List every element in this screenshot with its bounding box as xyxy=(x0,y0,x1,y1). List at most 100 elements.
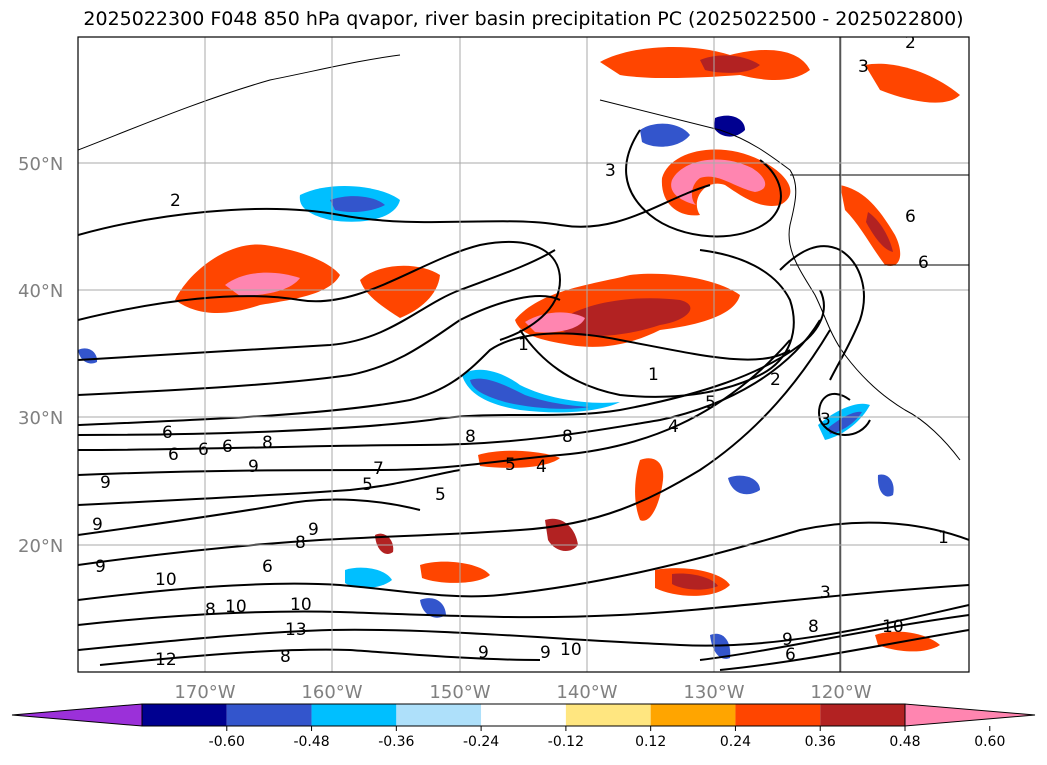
lon-tick-label: 170°W xyxy=(174,682,235,703)
negative-anomaly-east-small-2 xyxy=(877,474,894,497)
contour-labels: 2 3 3 2 6 6 1 1 2 3 5 4 8 8 5 4 6 6 6 6 … xyxy=(92,37,949,670)
positive-anomaly-gulf xyxy=(865,63,960,103)
positive-anomaly-pnw-core xyxy=(866,212,893,252)
colorbar-extend-max xyxy=(904,703,1036,727)
contour-label: 3 xyxy=(820,410,831,430)
contour-label: 8 xyxy=(262,433,273,453)
gridlines xyxy=(78,37,969,672)
contour-label: 5 xyxy=(362,475,373,495)
positive-anomaly-subtropic-5-core xyxy=(672,573,718,590)
contour-label: 9 xyxy=(478,643,489,663)
contour-label: 9 xyxy=(95,557,106,577)
lon-tick-labels: 170°W 160°W 150°W 140°W 130°W 120°W xyxy=(174,682,871,703)
contour-label: 10 xyxy=(225,597,247,617)
lon-tick-label: 160°W xyxy=(301,682,362,703)
contour-label: 1 xyxy=(648,365,659,385)
coastlines xyxy=(78,37,969,672)
positive-anomaly-alaska-core xyxy=(700,55,760,73)
colorbar-tick-label: -0.36 xyxy=(378,734,414,750)
chart-title: 2025022300 F048 850 hPa qvapor, river ba… xyxy=(83,8,964,30)
contour-label: 5 xyxy=(705,393,716,413)
colorbar-segment xyxy=(650,704,736,726)
map-content: 2 3 3 2 6 6 1 1 2 3 5 4 8 8 5 4 6 6 6 6 … xyxy=(78,37,969,672)
colorbar-segment xyxy=(735,704,821,726)
lat-tick-labels: 50°N 40°N 30°N 20°N xyxy=(18,154,63,557)
negative-anomaly-north-1 xyxy=(640,123,690,147)
contour-label: 10 xyxy=(560,640,582,660)
contour-label: 8 xyxy=(295,533,306,553)
positive-anomaly-west-pacific-2 xyxy=(360,265,440,318)
contour-label: 10 xyxy=(290,595,312,615)
contour-label: 3 xyxy=(605,161,616,181)
lon-tick-label: 130°W xyxy=(683,682,744,703)
colorbar: -0.60 -0.48 -0.36 -0.24 -0.12 0.12 0.24 0.36 0.4… xyxy=(11,703,1036,750)
contour-label: 4 xyxy=(668,417,679,437)
negative-anomaly-west-core xyxy=(330,196,385,213)
positive-anomaly-ne-pacific-core xyxy=(671,159,766,205)
contour-label: 4 xyxy=(536,457,547,477)
contour-label: 6 xyxy=(162,423,173,443)
contour-label: 3 xyxy=(820,583,831,603)
lon-tick-label: 150°W xyxy=(429,682,490,703)
contour-label: 10 xyxy=(882,617,904,637)
colorbar-segment xyxy=(565,704,651,726)
colorbar-border xyxy=(141,703,906,727)
negative-anomaly-east-small xyxy=(728,475,760,495)
lat-tick-label: 20°N xyxy=(18,536,63,557)
lat-tick-label: 40°N xyxy=(18,281,63,302)
contour-label: 12 xyxy=(155,650,177,670)
colorbar-segment xyxy=(481,704,566,726)
contour-label: 5 xyxy=(505,455,516,475)
colorbar-segment xyxy=(396,704,482,726)
colorbar-segment xyxy=(226,704,312,726)
contour-label: 7 xyxy=(373,459,384,479)
contour-label: 13 xyxy=(285,620,307,640)
colorbar-tick-label: -0.60 xyxy=(209,734,245,750)
contour-label: 8 xyxy=(562,427,573,447)
colorbar-segment xyxy=(311,704,397,726)
contour-label: 9 xyxy=(92,515,103,535)
contour-label: 6 xyxy=(262,557,273,577)
colorbar-tick-label: -0.48 xyxy=(293,734,329,750)
lon-tick-label: 140°W xyxy=(556,682,617,703)
contour-label: 1 xyxy=(938,528,949,548)
negative-anomaly-alaska xyxy=(714,115,745,137)
contour-label: 2 xyxy=(170,191,181,211)
negative-anomaly-central-arc-core xyxy=(470,378,590,409)
contour-label: 9 xyxy=(248,457,259,477)
contour-label: 9 xyxy=(308,520,319,540)
colorbar-tick-label: 0.60 xyxy=(974,734,1005,750)
lat-tick-label: 30°N xyxy=(18,408,63,429)
colorbar-tick-label: 0.48 xyxy=(889,734,920,750)
map-frame xyxy=(77,36,970,673)
contour-label: 6 xyxy=(785,645,796,665)
contour-label: 2 xyxy=(770,370,781,390)
contour-label: 6 xyxy=(918,253,929,273)
contour-label: 6 xyxy=(168,445,179,465)
map-plot-area xyxy=(78,37,969,672)
contour-label: 10 xyxy=(155,570,177,590)
positive-anomaly-subtropic-2 xyxy=(635,458,664,521)
colorbar-tick-label: -0.12 xyxy=(548,734,584,750)
contour-label: 6 xyxy=(905,207,916,227)
colorbar-segment xyxy=(142,704,227,726)
negative-anomaly-central-arc xyxy=(462,369,620,413)
contour-label: 9 xyxy=(540,643,551,663)
negative-anomaly-subtropic-2 xyxy=(420,598,446,618)
contour-label: 5 xyxy=(435,485,446,505)
positive-anomaly-central-pacific-mid xyxy=(558,298,691,337)
colorbar-segment xyxy=(820,704,905,726)
contour-label: 8 xyxy=(465,427,476,447)
contour-label: 9 xyxy=(782,630,793,650)
colorbar-tick-label: 0.24 xyxy=(720,734,751,750)
colorbar-tick-label: 0.12 xyxy=(635,734,666,750)
contour-label: 6 xyxy=(222,437,233,457)
colorbar-extend-min xyxy=(11,703,143,727)
lon-tick-label: 120°W xyxy=(810,682,871,703)
contour-label: 3 xyxy=(858,57,869,77)
contour-label: 8 xyxy=(205,600,216,620)
lat-tick-label: 50°N xyxy=(18,154,63,175)
contour-label: 8 xyxy=(280,647,291,667)
positive-anomaly-west-small xyxy=(375,533,394,555)
